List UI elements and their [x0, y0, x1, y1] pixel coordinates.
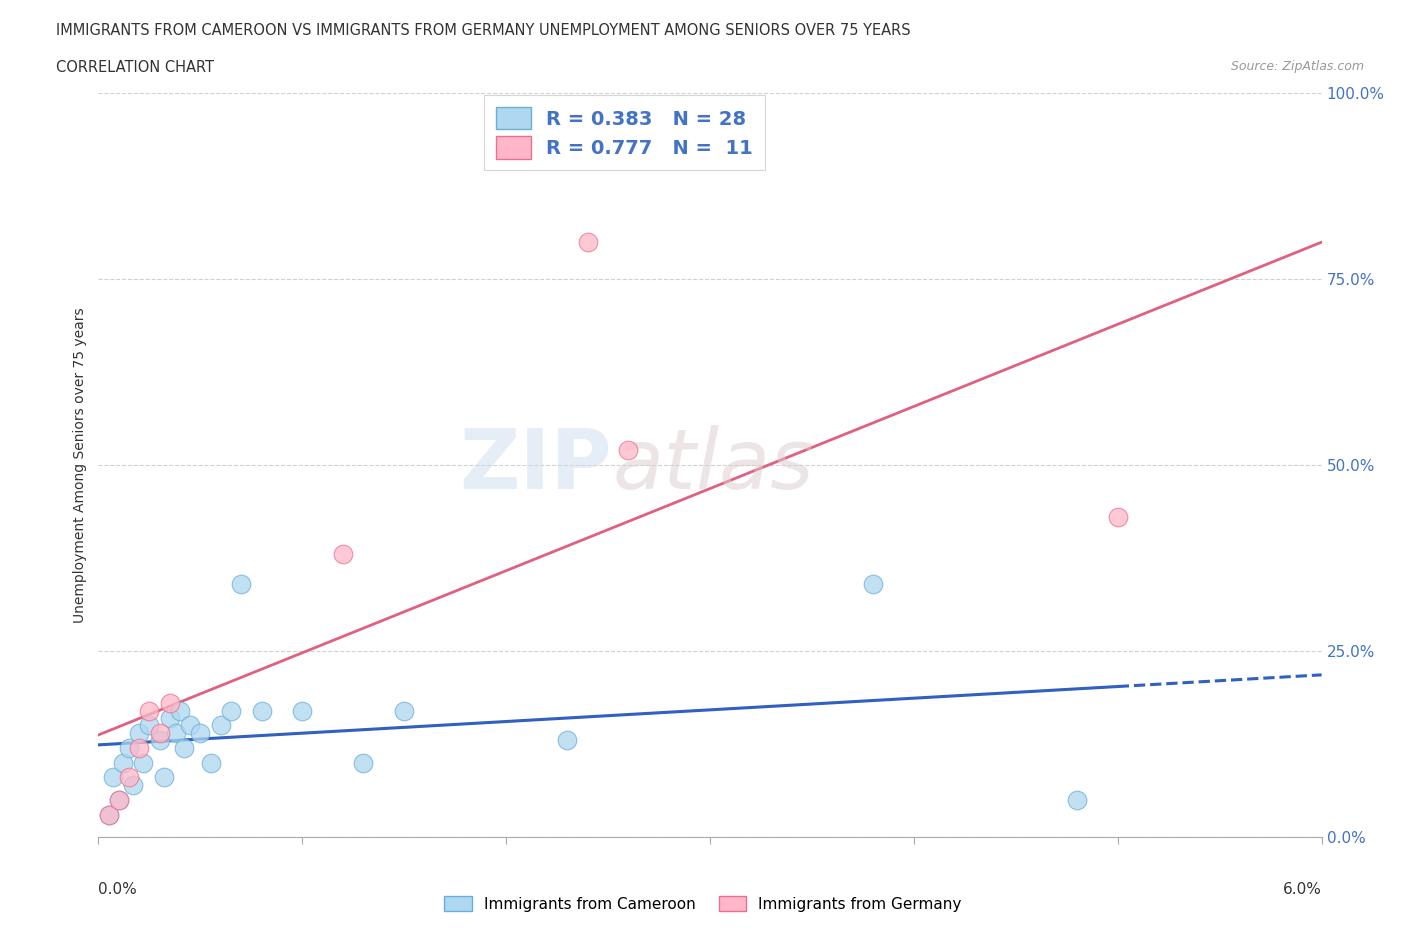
Point [165, 725, 187, 740]
Point [352, 755, 374, 770]
Point [188, 725, 211, 740]
Text: atlas: atlas [612, 424, 814, 506]
Text: 6.0%: 6.0% [1282, 882, 1322, 897]
Y-axis label: Unemployment Among Seniors over 75 years: Unemployment Among Seniors over 75 years [73, 307, 87, 623]
Point [97, 807, 120, 822]
Point [173, 740, 195, 755]
Point [209, 718, 232, 733]
Text: CORRELATION CHART: CORRELATION CHART [56, 60, 214, 75]
Point [118, 770, 141, 785]
Point [291, 703, 314, 718]
Point [1107, 510, 1129, 525]
Point [392, 703, 416, 718]
Point [229, 577, 253, 591]
Text: 0.0%: 0.0% [98, 882, 138, 897]
Text: IMMIGRANTS FROM CAMEROON VS IMMIGRANTS FROM GERMANY UNEMPLOYMENT AMONG SENIORS O: IMMIGRANTS FROM CAMEROON VS IMMIGRANTS F… [56, 23, 911, 38]
Point [617, 443, 640, 458]
Point [159, 696, 181, 711]
Legend: Immigrants from Cameroon, Immigrants from Germany: Immigrants from Cameroon, Immigrants fro… [439, 889, 967, 918]
Text: Source: ZipAtlas.com: Source: ZipAtlas.com [1230, 60, 1364, 73]
Point [108, 792, 131, 807]
Point [138, 703, 160, 718]
Legend: R = 0.383   N = 28, R = 0.777   N =  11: R = 0.383 N = 28, R = 0.777 N = 11 [484, 95, 765, 170]
Point [118, 740, 141, 755]
Point [576, 234, 599, 249]
Point [179, 718, 201, 733]
Point [108, 792, 131, 807]
Point [149, 733, 172, 748]
Point [101, 770, 124, 785]
Point [149, 725, 172, 740]
Text: ZIP: ZIP [460, 424, 612, 506]
Point [128, 725, 150, 740]
Point [169, 703, 191, 718]
Point [200, 755, 222, 770]
Point [152, 770, 174, 785]
Point [219, 703, 242, 718]
Point [250, 703, 273, 718]
Point [122, 777, 145, 792]
Point [111, 755, 134, 770]
Point [138, 718, 160, 733]
Point [159, 711, 181, 725]
Point [332, 547, 354, 562]
Point [555, 733, 579, 748]
Point [1066, 792, 1088, 807]
Point [132, 755, 155, 770]
Point [862, 577, 884, 591]
Point [97, 807, 120, 822]
Point [128, 740, 150, 755]
